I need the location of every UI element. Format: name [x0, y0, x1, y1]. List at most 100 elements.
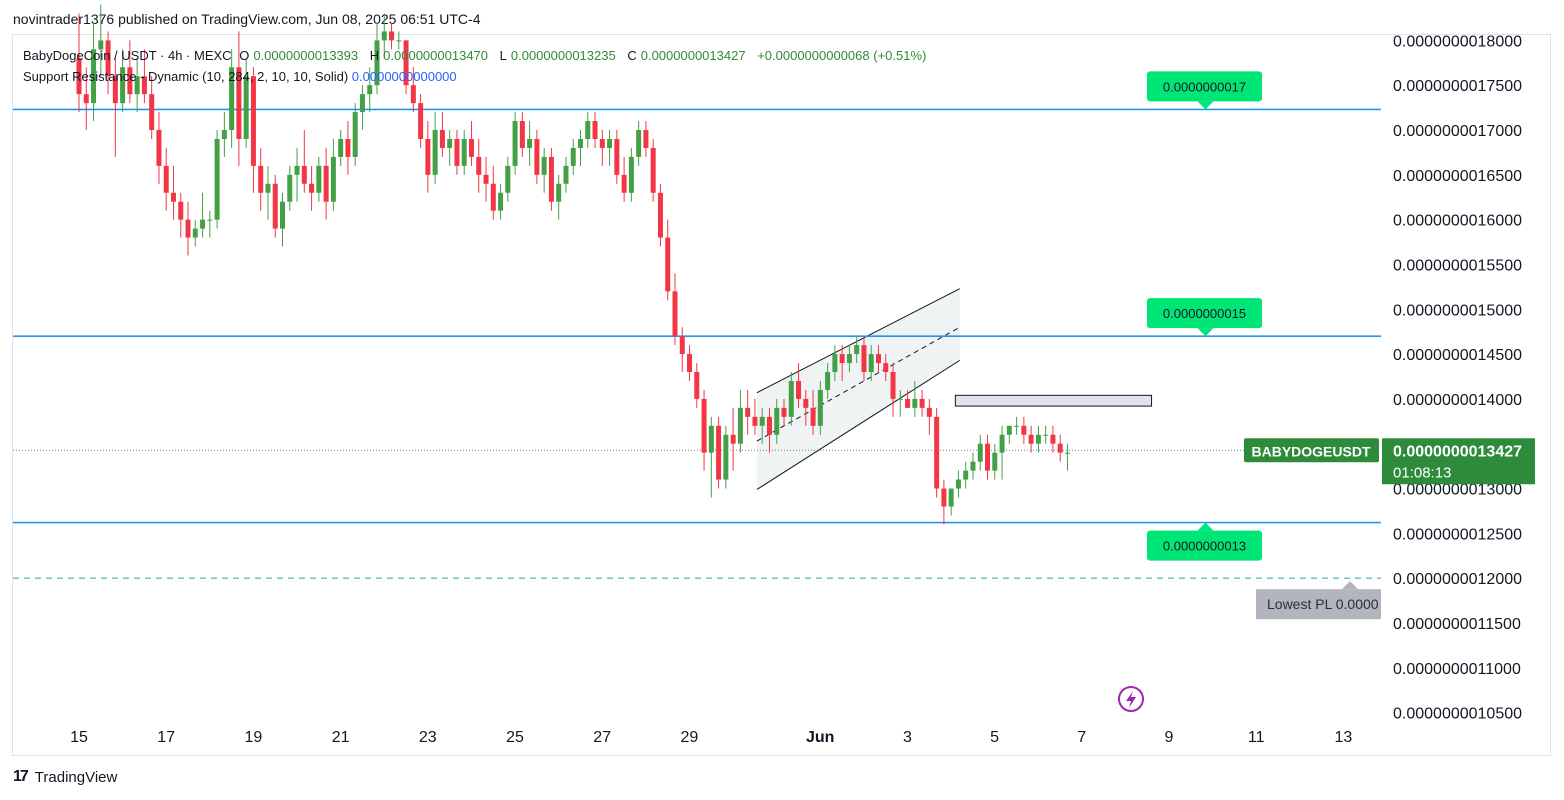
candle[interactable]	[527, 121, 533, 166]
candle[interactable]	[352, 103, 358, 166]
candle[interactable]	[883, 354, 889, 381]
candle[interactable]	[367, 67, 373, 113]
candle[interactable]	[592, 112, 598, 148]
candle[interactable]	[948, 488, 954, 516]
tradingview-logo[interactable]: 17 TradingView	[13, 768, 117, 786]
candle[interactable]	[91, 22, 97, 122]
candle[interactable]	[955, 470, 961, 498]
candle[interactable]	[403, 40, 409, 95]
candle[interactable]	[563, 156, 569, 193]
candle[interactable]	[425, 121, 431, 193]
candle[interactable]	[534, 130, 540, 184]
candle[interactable]	[265, 165, 271, 220]
candle[interactable]	[875, 345, 881, 373]
candle[interactable]	[548, 147, 554, 211]
candle[interactable]	[766, 407, 772, 453]
candle[interactable]	[716, 416, 722, 489]
candle[interactable]	[578, 130, 584, 166]
candle[interactable]	[229, 49, 235, 148]
candle[interactable]	[374, 22, 380, 95]
candle[interactable]	[614, 130, 620, 184]
candle[interactable]	[1014, 416, 1020, 435]
candle[interactable]	[490, 165, 496, 220]
candle[interactable]	[454, 130, 460, 175]
candle[interactable]	[83, 67, 89, 131]
candle[interactable]	[309, 165, 315, 211]
candle[interactable]	[200, 192, 206, 238]
candle[interactable]	[178, 192, 184, 238]
candle[interactable]	[1043, 425, 1049, 444]
candle[interactable]	[636, 121, 642, 166]
candle[interactable]	[759, 407, 765, 444]
candle[interactable]	[243, 58, 249, 148]
candle[interactable]	[389, 22, 395, 50]
candle[interactable]	[418, 94, 424, 148]
candle[interactable]	[803, 389, 809, 426]
candle[interactable]	[316, 156, 322, 202]
candle[interactable]	[963, 461, 969, 489]
candle[interactable]	[447, 130, 453, 166]
candle[interactable]	[599, 130, 605, 166]
symbol-label[interactable]: BabyDogeCoin / USDT · 4h · MEXC	[23, 48, 232, 63]
candle[interactable]	[323, 147, 329, 220]
lightning-icon[interactable]	[1118, 686, 1144, 712]
candle[interactable]	[687, 345, 693, 381]
candle[interactable]	[665, 219, 671, 301]
candle[interactable]	[476, 138, 482, 193]
candle[interactable]	[628, 147, 634, 202]
candle[interactable]	[112, 58, 118, 157]
candle[interactable]	[120, 49, 126, 113]
candle[interactable]	[934, 407, 940, 498]
candle[interactable]	[607, 130, 613, 166]
parallel-channel[interactable]	[756, 288, 960, 490]
candle[interactable]	[483, 156, 489, 202]
candle[interactable]	[396, 31, 402, 50]
candle[interactable]	[541, 147, 547, 193]
candle[interactable]	[999, 425, 1005, 480]
candle[interactable]	[570, 138, 576, 175]
candle[interactable]	[141, 49, 147, 104]
candle[interactable]	[585, 112, 591, 148]
candle[interactable]	[301, 130, 307, 193]
candle[interactable]	[708, 416, 714, 498]
candle[interactable]	[221, 112, 227, 157]
candle[interactable]	[643, 121, 649, 157]
candle[interactable]	[825, 363, 831, 399]
candle[interactable]	[1006, 425, 1012, 444]
candle[interactable]	[498, 183, 504, 220]
candle[interactable]	[1064, 443, 1070, 471]
candle[interactable]	[781, 398, 787, 426]
candle[interactable]	[1021, 416, 1027, 444]
candle[interactable]	[774, 398, 780, 444]
indicator-name[interactable]: Support Resistance - Dynamic (10, 284, 2…	[23, 69, 349, 84]
candle[interactable]	[861, 336, 867, 381]
candle[interactable]	[287, 165, 293, 211]
candle[interactable]	[345, 121, 351, 175]
candle[interactable]	[796, 363, 802, 408]
candle[interactable]	[1035, 425, 1041, 453]
candle[interactable]	[214, 130, 220, 229]
candle[interactable]	[919, 389, 925, 417]
candle[interactable]	[897, 389, 903, 417]
candle[interactable]	[468, 121, 474, 166]
candle[interactable]	[694, 363, 700, 408]
candle[interactable]	[439, 112, 445, 157]
candle[interactable]	[98, 4, 104, 77]
candle[interactable]	[839, 345, 845, 381]
candle[interactable]	[432, 112, 438, 184]
candle[interactable]	[788, 372, 794, 426]
candle[interactable]	[134, 58, 140, 113]
candle[interactable]	[810, 389, 816, 435]
candle[interactable]	[977, 434, 983, 471]
candle[interactable]	[170, 165, 176, 220]
candle[interactable]	[846, 345, 852, 373]
candle[interactable]	[250, 67, 256, 193]
candle[interactable]	[272, 174, 278, 238]
candle[interactable]	[294, 147, 300, 202]
candle[interactable]	[1050, 425, 1056, 453]
candle[interactable]	[105, 31, 111, 95]
candle[interactable]	[381, 13, 387, 59]
candle[interactable]	[817, 380, 823, 435]
candle[interactable]	[970, 452, 976, 480]
